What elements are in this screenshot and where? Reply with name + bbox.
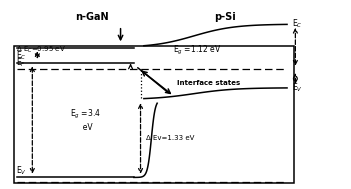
Text: E$_F$: E$_F$: [16, 56, 26, 69]
Text: E$_V$: E$_V$: [16, 164, 27, 177]
Text: Δ E$_C$=0.95 eV: Δ E$_C$=0.95 eV: [16, 45, 66, 55]
Text: Interface states: Interface states: [177, 80, 240, 86]
Text: Δ Ev=1.33 eV: Δ Ev=1.33 eV: [146, 136, 194, 142]
Text: E$_g$ =1.12 eV: E$_g$ =1.12 eV: [173, 44, 221, 57]
Text: E$_C$: E$_C$: [16, 49, 26, 62]
Text: p-Si: p-Si: [214, 12, 236, 22]
Text: E$_g$ =3.4
  eV: E$_g$ =3.4 eV: [70, 108, 101, 132]
Text: n-GaN: n-GaN: [75, 12, 109, 22]
Bar: [14, 46, 294, 183]
Text: E$_C$: E$_C$: [292, 18, 303, 30]
Text: E$_V$: E$_V$: [292, 81, 303, 94]
